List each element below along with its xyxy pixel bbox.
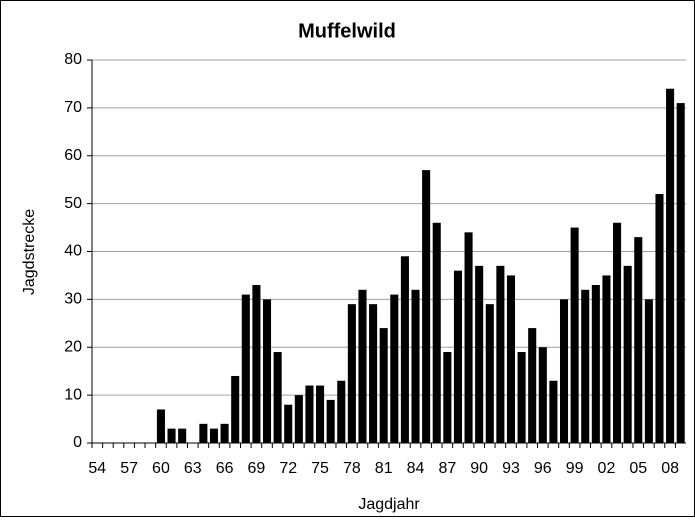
bar	[284, 404, 293, 443]
bar	[178, 428, 187, 443]
bar	[231, 375, 240, 443]
bar	[400, 256, 409, 443]
bar	[644, 299, 653, 443]
bar	[517, 352, 526, 443]
x-tick-label: 08	[661, 460, 679, 477]
bar	[613, 222, 622, 443]
bar	[411, 289, 420, 443]
bar	[337, 380, 346, 443]
bar	[475, 265, 484, 443]
bar	[199, 423, 208, 443]
bar	[634, 237, 643, 443]
x-tick-label: 57	[120, 460, 138, 477]
x-tick-label: 87	[438, 460, 456, 477]
bar	[559, 299, 569, 443]
bar	[369, 304, 378, 443]
y-axis-label: Jagdstrecke	[21, 209, 38, 295]
bar	[209, 428, 219, 443]
bar	[443, 352, 452, 443]
x-tick-label: 78	[343, 460, 361, 477]
bar	[358, 289, 367, 443]
x-tick-label: 75	[311, 460, 329, 477]
y-tick-label: 20	[64, 338, 82, 355]
bar	[538, 347, 547, 443]
bar	[305, 385, 314, 443]
bar	[591, 285, 600, 443]
bar	[506, 275, 516, 443]
x-tick-label: 02	[598, 460, 616, 477]
bar	[464, 232, 473, 443]
bar	[666, 88, 675, 443]
bar	[432, 222, 441, 443]
bar	[422, 170, 431, 444]
x-tick-label: 81	[375, 460, 393, 477]
y-tick-label: 80	[64, 51, 82, 68]
bar	[581, 289, 590, 443]
x-tick-label: 84	[407, 460, 425, 477]
chart-title: Muffelwild	[298, 20, 396, 42]
x-tick-label: 90	[470, 460, 488, 477]
bar	[570, 227, 579, 443]
x-tick-label: 05	[629, 460, 647, 477]
bar	[623, 265, 632, 443]
x-tick-label: 96	[534, 460, 552, 477]
bar	[347, 304, 356, 443]
bar	[220, 423, 229, 443]
y-tick-label: 50	[64, 195, 82, 212]
bar	[379, 328, 388, 443]
bar	[676, 103, 685, 444]
bar	[241, 294, 250, 443]
bar	[390, 294, 399, 443]
y-tick-label: 30	[64, 291, 82, 308]
bar	[453, 270, 462, 443]
y-tick-label: 0	[73, 434, 82, 451]
bar	[496, 265, 505, 443]
bar	[528, 328, 537, 443]
x-tick-label: 63	[184, 460, 202, 477]
bar	[485, 304, 494, 443]
x-tick-label: 66	[216, 460, 234, 477]
bar	[549, 380, 558, 443]
bar	[252, 285, 261, 443]
x-tick-label: 93	[502, 460, 520, 477]
x-tick-label: 69	[248, 460, 266, 477]
x-tick-label: 54	[88, 460, 106, 477]
x-tick-label: 60	[152, 460, 170, 477]
bar	[316, 385, 325, 443]
x-tick-label: 99	[566, 460, 584, 477]
bar	[294, 395, 303, 443]
bar	[655, 194, 664, 443]
bar	[602, 275, 611, 443]
y-tick-label: 10	[64, 386, 82, 403]
x-tick-label: 72	[279, 460, 297, 477]
y-tick-label: 70	[64, 99, 82, 116]
bar	[262, 299, 272, 443]
bar	[156, 409, 165, 443]
x-axis-label: Jagdjahr	[358, 496, 420, 513]
bar	[273, 352, 282, 443]
bar	[167, 428, 176, 443]
y-tick-label: 40	[64, 243, 82, 260]
bar	[326, 399, 335, 443]
y-tick-label: 60	[64, 147, 82, 164]
